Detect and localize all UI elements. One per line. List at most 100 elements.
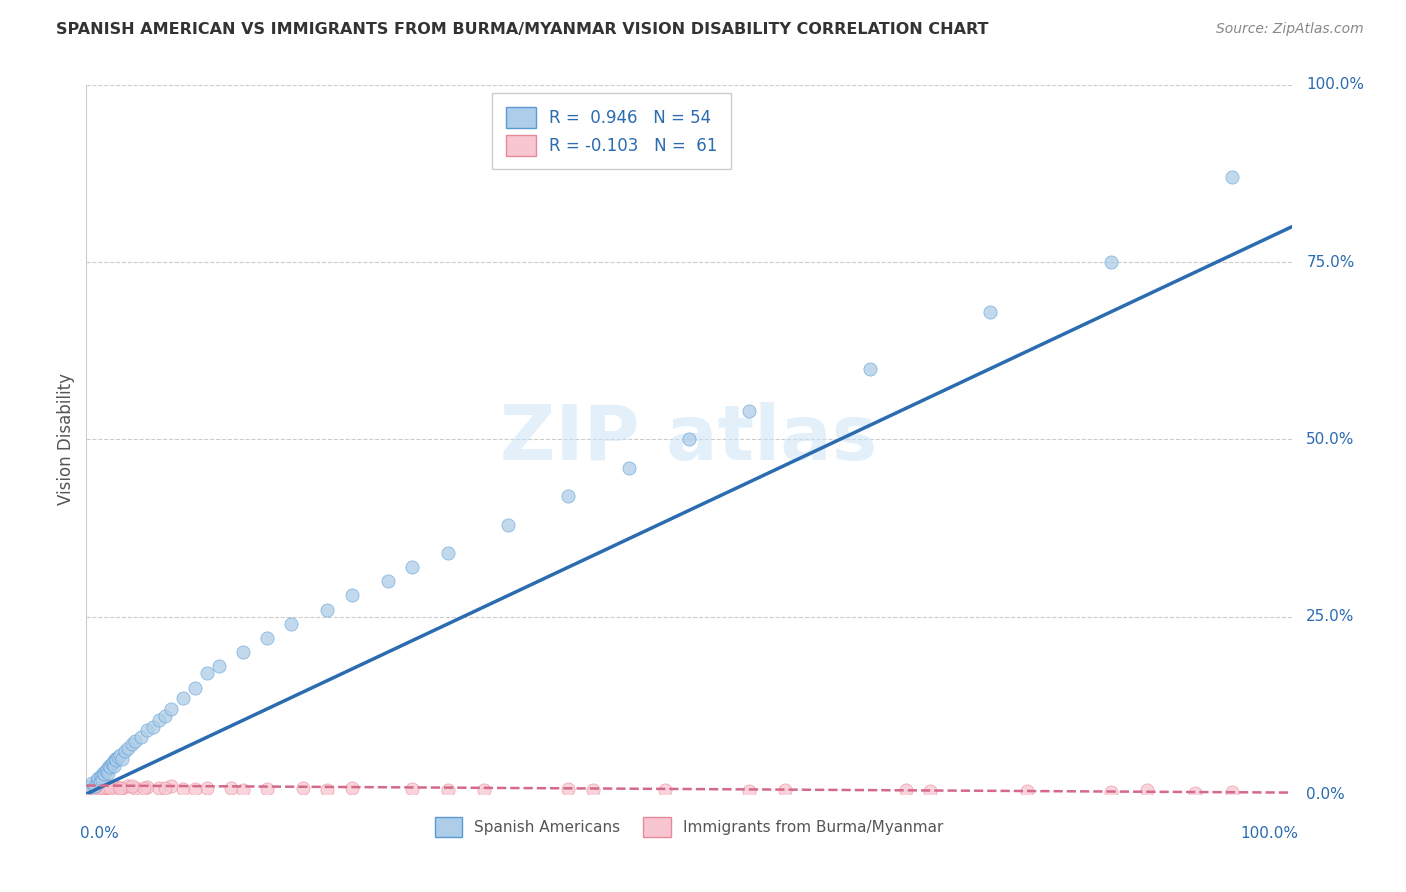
Point [93, 767, 115, 781]
Point [775, 782, 797, 797]
Point [859, 361, 882, 376]
Point [159, 702, 181, 716]
Point [82, 782, 104, 797]
Point [83, 779, 105, 793]
Point [94, 764, 117, 779]
Point [280, 616, 302, 631]
Point [96, 762, 118, 776]
Point [1099, 785, 1122, 799]
Point [100, 757, 122, 772]
Point [98, 758, 121, 772]
Point [979, 305, 1001, 319]
Point [172, 782, 194, 797]
Point [87, 782, 110, 797]
Point [100, 780, 122, 795]
Point [401, 560, 423, 574]
Point [377, 574, 399, 589]
Point [105, 753, 128, 767]
Text: 0.0%: 0.0% [1306, 787, 1346, 802]
Point [316, 783, 339, 797]
Text: 100.0%: 100.0% [1306, 78, 1364, 93]
Point [184, 782, 207, 797]
Point [1220, 170, 1243, 185]
Point [82, 776, 104, 790]
Point [135, 780, 157, 794]
Point [738, 404, 761, 418]
Point [437, 546, 460, 560]
Text: ZIP atlas: ZIP atlas [501, 402, 877, 476]
Point [98, 780, 121, 795]
Point [894, 783, 917, 797]
Point [159, 779, 181, 793]
Point [108, 747, 131, 762]
Point [472, 782, 495, 797]
Point [100, 779, 122, 793]
Point [121, 738, 143, 752]
Point [153, 709, 176, 723]
Point [142, 720, 165, 734]
Legend: Spanish Americans, Immigrants from Burma/Myanmar: Spanish Americans, Immigrants from Burma… [429, 811, 949, 843]
Point [89, 781, 111, 796]
Point [232, 782, 254, 797]
Point [90, 769, 112, 783]
Point [121, 779, 143, 793]
Point [117, 740, 139, 755]
Point [340, 781, 363, 796]
Point [134, 780, 156, 795]
Point [79, 785, 101, 799]
Point [114, 744, 136, 758]
Point [292, 780, 315, 795]
Point [208, 659, 231, 673]
Point [1184, 786, 1206, 800]
Point [124, 780, 146, 795]
Point [256, 782, 278, 797]
Point [129, 731, 152, 745]
Point [84, 782, 107, 797]
Point [77, 785, 100, 799]
Point [91, 780, 114, 795]
Point [86, 782, 108, 797]
Point [108, 781, 131, 796]
Text: 0.0%: 0.0% [80, 826, 120, 841]
Point [111, 781, 134, 796]
Point [86, 772, 108, 787]
Point [557, 782, 579, 797]
Point [96, 780, 118, 794]
Text: Source: ZipAtlas.com: Source: ZipAtlas.com [1216, 22, 1364, 37]
Point [101, 755, 124, 769]
Point [91, 765, 114, 780]
Point [100, 760, 122, 774]
Point [91, 780, 114, 795]
Point [87, 781, 110, 796]
Text: 50.0%: 50.0% [1306, 432, 1354, 447]
Point [195, 780, 218, 795]
Point [135, 723, 157, 738]
Point [96, 780, 118, 794]
Point [83, 784, 105, 798]
Text: 75.0%: 75.0% [1306, 255, 1354, 269]
Point [219, 781, 242, 796]
Point [581, 783, 603, 797]
Point [89, 774, 111, 789]
Point [256, 631, 278, 645]
Point [97, 765, 120, 780]
Point [738, 784, 761, 798]
Point [1015, 784, 1038, 798]
Point [1099, 255, 1122, 269]
Point [172, 691, 194, 706]
Point [557, 489, 579, 503]
Point [148, 713, 170, 727]
Point [80, 784, 103, 798]
Text: 100.0%: 100.0% [1240, 826, 1298, 841]
Point [79, 780, 101, 794]
Text: 25.0%: 25.0% [1306, 609, 1354, 624]
Point [111, 751, 134, 765]
Point [93, 781, 115, 796]
Point [105, 780, 128, 794]
Point [103, 758, 125, 772]
Point [83, 782, 105, 797]
Point [920, 784, 942, 798]
Point [76, 786, 98, 800]
Point [91, 772, 114, 787]
Point [90, 782, 112, 797]
